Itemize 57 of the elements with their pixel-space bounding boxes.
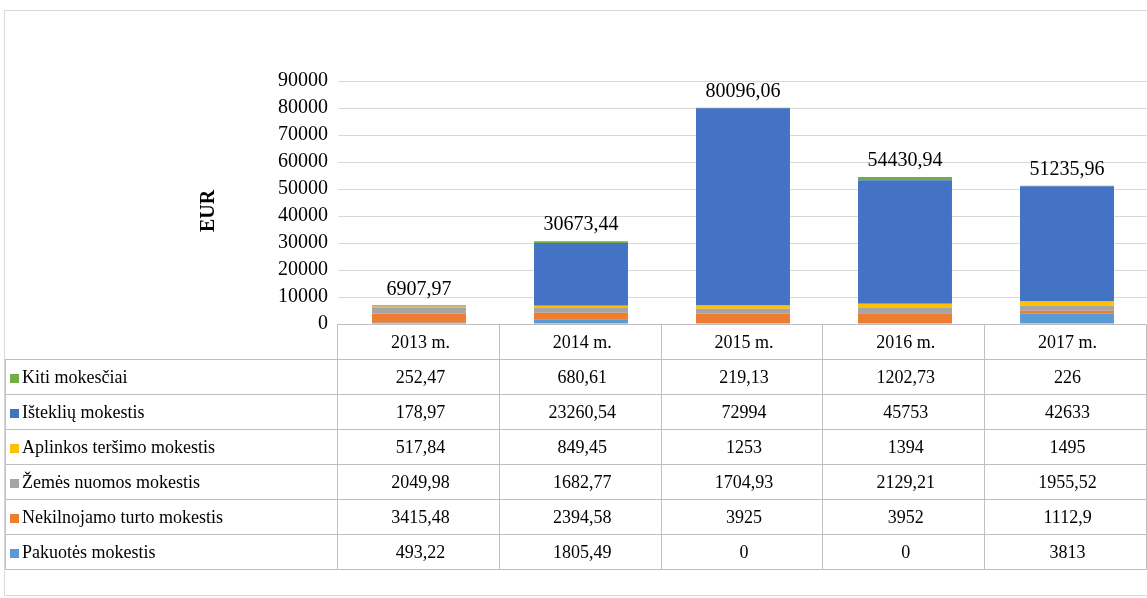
total-label: 30673,44 [543,212,619,235]
data-label: 517,84 [337,429,500,465]
y-tick-label: 80000 [278,95,328,118]
total-label: 80096,06 [705,78,781,101]
total-label: 6907,97 [386,276,452,299]
y-tick-label: 90000 [278,68,328,91]
y-tick-label: 70000 [278,122,328,145]
data-label: 3415,48 [337,499,500,535]
data-label: 45753 [822,394,985,430]
data-label: 1202,73 [822,359,985,395]
legend-label: Žemės nuomos mokestis [5,464,338,500]
data-label: 1253 [661,429,823,465]
y-axis-title: EUR [195,189,219,233]
data-label: 0 [822,534,985,570]
y-tick-label: 50000 [278,176,328,199]
data-label: 1112,9 [984,499,1147,535]
y-tick-label: 30000 [278,230,328,253]
legend-label: Kiti mokesčiai [5,359,338,395]
data-label: 2049,98 [337,464,500,500]
y-tick-label: 40000 [278,203,328,226]
total-label: 54430,94 [867,148,943,171]
data-label: 178,97 [337,394,500,430]
x-tick-label: 2015 m. [661,324,823,360]
data-label: 219,13 [661,359,823,395]
x-tick-label: 2014 m. [499,324,662,360]
data-label: 1394 [822,429,985,465]
data-label: 3952 [822,499,985,535]
data-label: 23260,54 [499,394,662,430]
data-label: 2394,58 [499,499,662,535]
legend-label: Pakuotės mokestis [5,534,338,570]
data-label: 849,45 [499,429,662,465]
data-label: 0 [661,534,823,570]
x-tick-label: 2017 m. [984,324,1147,360]
y-tick-label: 60000 [278,149,328,172]
data-label: 1805,49 [499,534,662,570]
legend-label: Nekilnojamo turto mokestis [5,499,338,535]
data-label: 2129,21 [822,464,985,500]
y-tick-label: 20000 [278,257,328,280]
data-label: 42633 [984,394,1147,430]
y-tick-label: 0 [318,311,328,334]
data-label: 72994 [661,394,823,430]
data-label: 1704,93 [661,464,823,500]
legend-label: Aplinkos teršimo mokestis [5,429,338,465]
y-tick-label: 10000 [278,284,328,307]
data-label: 1955,52 [984,464,1147,500]
data-label: 1682,77 [499,464,662,500]
data-label: 1495 [984,429,1147,465]
legend-label: Išteklių mokestis [5,394,338,430]
x-tick-label: 2016 m. [822,324,985,360]
data-label: 252,47 [337,359,500,395]
data-label: 3813 [984,534,1147,570]
annotation: 51235,96 [1029,156,1105,179]
data-label: 226 [984,359,1147,395]
data-label: 680,61 [499,359,662,395]
data-label: 3925 [661,499,823,535]
x-tick-label: 2013 m. [337,324,500,360]
data-label: 493,22 [337,534,500,570]
